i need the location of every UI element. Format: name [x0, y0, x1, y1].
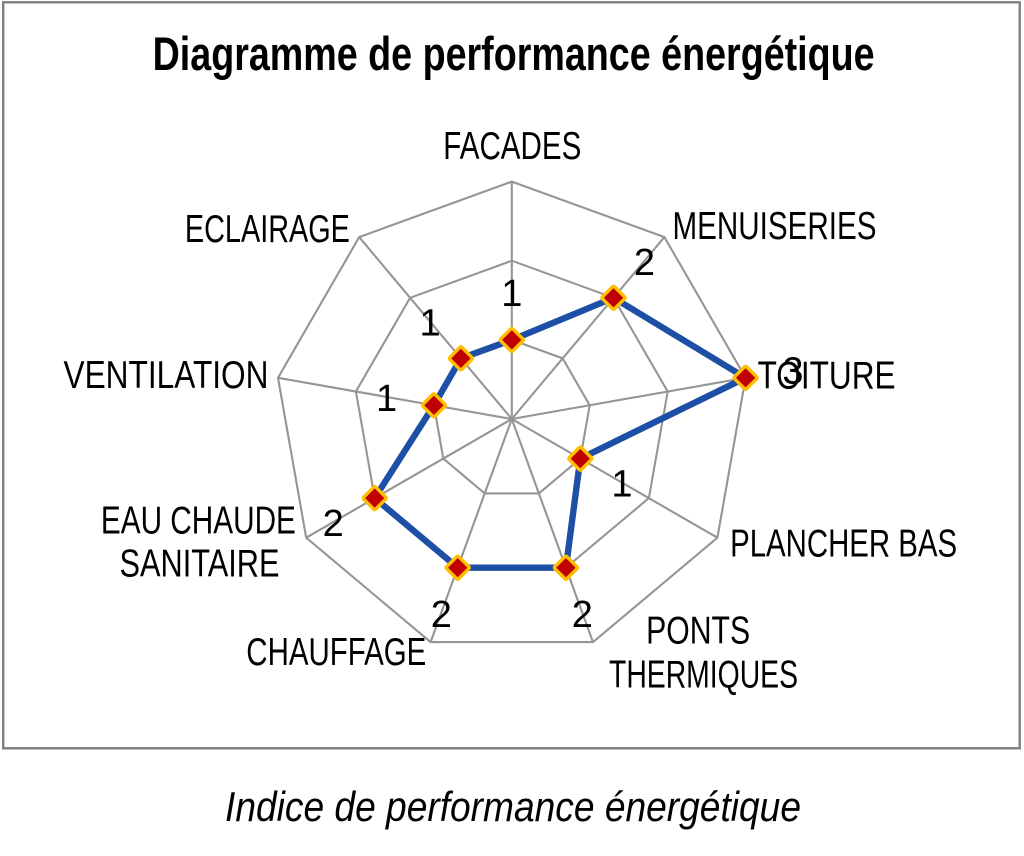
- svg-text:1: 1: [420, 303, 441, 345]
- svg-text:PONTS: PONTS: [646, 610, 750, 653]
- svg-text:ECLAIRAGE: ECLAIRAGE: [185, 208, 350, 251]
- svg-text:2: 2: [572, 594, 593, 636]
- svg-text:Diagramme de performance énerg: Diagramme de performance énergétique: [153, 27, 875, 80]
- svg-text:EAU CHAUDE: EAU CHAUDE: [101, 499, 296, 542]
- svg-text:SANITAIRE: SANITAIRE: [120, 543, 280, 586]
- svg-text:TOITURE: TOITURE: [758, 354, 896, 397]
- svg-text:1: 1: [501, 273, 522, 315]
- svg-text:Indice de performance énergéti: Indice de performance énergétique: [225, 783, 801, 830]
- svg-text:2: 2: [323, 503, 344, 545]
- svg-text:1: 1: [611, 464, 632, 506]
- svg-text:FACADES: FACADES: [443, 125, 581, 168]
- svg-text:1: 1: [376, 378, 397, 420]
- svg-text:2: 2: [431, 594, 452, 636]
- svg-text:PLANCHER BAS: PLANCHER BAS: [730, 523, 957, 566]
- svg-text:3: 3: [782, 350, 803, 392]
- svg-text:VENTILATION: VENTILATION: [64, 354, 269, 397]
- svg-text:THERMIQUES: THERMIQUES: [609, 654, 798, 697]
- svg-text:2: 2: [634, 242, 655, 284]
- svg-text:MENUISERIES: MENUISERIES: [673, 205, 877, 248]
- svg-text:CHAUFFAGE: CHAUFFAGE: [246, 631, 426, 674]
